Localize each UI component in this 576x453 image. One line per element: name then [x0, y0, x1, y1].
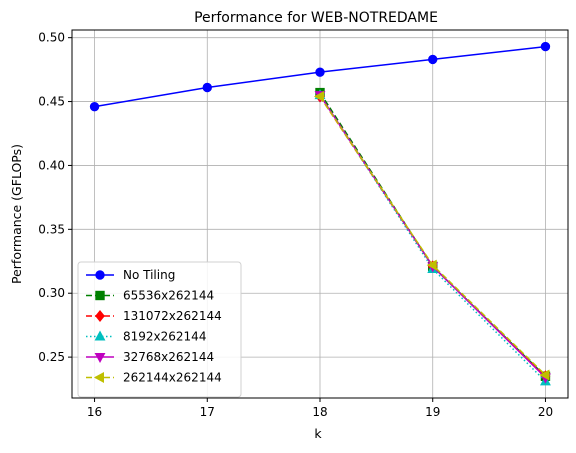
legend-marker [95, 290, 105, 301]
legend-box [77, 261, 242, 398]
data-point [89, 101, 100, 112]
x-tick-label: 17 [200, 405, 215, 419]
legend-label: 32768x262144 [123, 350, 214, 364]
chart-title: Performance for WEB-NOTREDAME [194, 10, 438, 26]
legend-label: 131072x262144 [123, 309, 222, 323]
legend-marker [94, 353, 106, 364]
legend-label: 65536x262144 [123, 289, 214, 303]
data-point [313, 91, 324, 102]
legend-entry: 262144x262144 [86, 371, 222, 385]
x-tick-label: 19 [425, 405, 440, 419]
x-tick-label: 16 [87, 405, 102, 419]
x-tick-label: 20 [538, 405, 553, 419]
x-axis-label: k [314, 426, 322, 441]
y-tick-label: 0.45 [38, 95, 65, 109]
legend-entry: 131072x262144 [86, 309, 222, 323]
legend-marker [94, 330, 106, 341]
legend-entry: No Tiling [86, 268, 175, 282]
legend: No Tiling 65536x262144 131072x262144 8192x2… [77, 261, 242, 398]
y-tick-label: 0.30 [38, 286, 65, 300]
data-point [315, 67, 325, 77]
data-point [428, 54, 438, 65]
series-5 [313, 91, 550, 381]
legend-label: 8192x262144 [123, 330, 206, 344]
data-point [426, 259, 437, 271]
x-tick-label: 18 [312, 405, 327, 419]
legend-entry: 8192x262144 [86, 330, 206, 344]
series-layer [89, 41, 551, 386]
y-axis-label: Performance (GFLOPs) [9, 144, 24, 284]
series-0 [89, 41, 551, 112]
data-point [202, 82, 212, 93]
y-tick-label: 0.35 [38, 222, 65, 236]
y-axis: 0.25 0.30 0.35 0.40 0.45 0.50 [38, 31, 72, 364]
legend-entry: 65536x262144 [86, 289, 214, 303]
y-tick-label: 0.25 [38, 350, 65, 364]
legend-marker [95, 310, 105, 322]
legend-label: 262144x262144 [123, 371, 222, 385]
legend-label: No Tiling [123, 268, 175, 282]
legend-marker [95, 270, 105, 280]
legend-entry: 32768x262144 [86, 350, 214, 364]
x-axis: 16 17 18 19 20 [87, 398, 553, 419]
y-tick-label: 0.50 [38, 31, 65, 45]
data-point [540, 41, 551, 52]
y-tick-label: 0.40 [38, 158, 65, 172]
legend-marker [93, 372, 104, 383]
data-point [539, 369, 550, 381]
